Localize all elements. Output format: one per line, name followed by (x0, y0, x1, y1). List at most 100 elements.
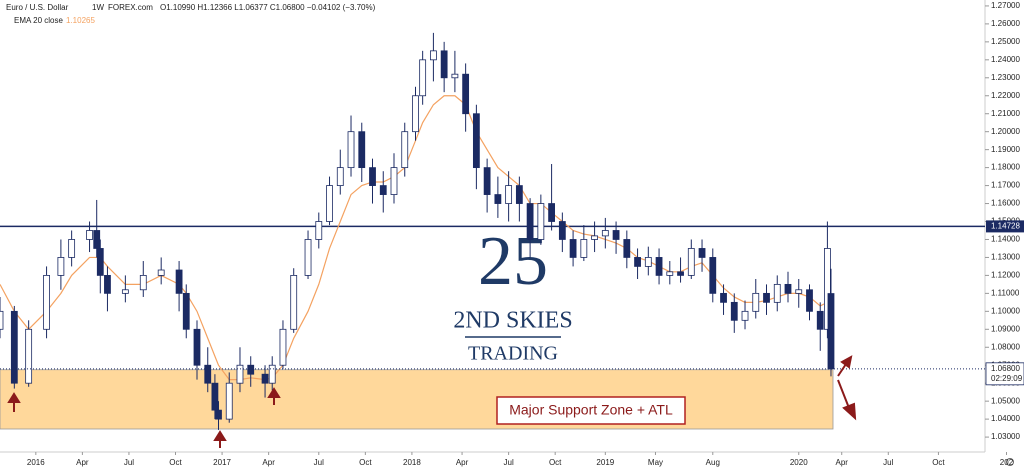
candle-body (157, 269, 165, 276)
candle-body (193, 328, 201, 366)
x-tick-label: 2020 (790, 458, 808, 467)
candle-body (347, 131, 355, 169)
watermark: 25 2ND SKIES TRADING (453, 223, 572, 365)
x-tick-label: Jul (124, 458, 134, 467)
candle-body (763, 292, 770, 303)
candle-body (687, 248, 695, 276)
candle-body (279, 328, 287, 366)
candle-body (505, 185, 513, 204)
candle-body (379, 185, 387, 195)
candle-body (315, 221, 323, 240)
candle-body (558, 221, 566, 240)
candle-body (236, 364, 244, 384)
candle-body (795, 289, 803, 294)
y-tick-label: 1.22000 (991, 91, 1020, 100)
x-tick-label: Apr (456, 458, 469, 467)
interval: 1W (92, 3, 104, 12)
candle-body (824, 248, 831, 330)
arrow (837, 363, 847, 377)
candle-body (623, 239, 631, 258)
candle-body (483, 167, 491, 195)
candle-body (419, 59, 427, 97)
candle-body (390, 167, 398, 195)
candle-body (451, 73, 459, 79)
candle-body (10, 310, 18, 384)
settings-icon[interactable] (1006, 458, 1014, 466)
y-tick-label: 1.09000 (991, 324, 1020, 333)
y-tick-label: 1.19000 (991, 145, 1020, 154)
y-tick-label: 1.17000 (991, 181, 1020, 190)
candle-body (601, 230, 609, 237)
x-tick-label: 2017 (213, 458, 231, 467)
candle-body (666, 271, 674, 276)
y-tick-label: 1.20000 (991, 127, 1020, 136)
candle-body (752, 292, 760, 312)
candle-body (104, 275, 111, 294)
arrow-head (842, 402, 857, 421)
candle-body (806, 289, 813, 312)
candle-body (784, 283, 792, 294)
y-tick-label: 1.25000 (991, 37, 1020, 46)
candle-body (369, 167, 376, 186)
candle-body (698, 248, 706, 258)
x-tick-label: Aug (706, 458, 720, 467)
candle-body (215, 409, 222, 420)
y-tick-label: 1.03000 (991, 432, 1020, 441)
x-tick-label: 2019 (596, 458, 614, 467)
y-tick-label: 1.11000 (991, 288, 1020, 297)
watermark-line2: TRADING (468, 343, 558, 365)
candle-body (121, 289, 129, 294)
ema-name: EMA 20 close (14, 16, 63, 25)
candle-body (569, 239, 577, 258)
arrow-head (7, 392, 21, 403)
candle-body (580, 239, 588, 258)
candle-body (268, 364, 276, 384)
level-label: 1.14728 (991, 222, 1020, 231)
candle-body (472, 113, 480, 169)
x-tick-label: Jul (883, 458, 893, 467)
candle-body (68, 239, 76, 258)
candle-body (548, 203, 555, 222)
candle-body (462, 73, 470, 115)
candle-body (225, 382, 233, 420)
source: FOREX.com (108, 3, 153, 12)
symbol-title: Euro / U.S. Dollar (6, 3, 69, 12)
x-tick-label: Oct (359, 458, 372, 467)
candle-body (96, 248, 104, 276)
level-label-box (986, 220, 1024, 233)
x-tick-label: Oct (549, 458, 562, 467)
x-tick-label: 2018 (403, 458, 421, 467)
marks (0, 32, 985, 430)
countdown: 02:29:09 (991, 374, 1023, 383)
zone-label: Major Support Zone + ATL (509, 402, 673, 418)
candle-body (326, 185, 333, 222)
x-tick-label: Jul (314, 458, 324, 467)
y-tick-label: 1.14000 (991, 235, 1020, 244)
watermark-mark: 25 (478, 223, 548, 300)
x-tick-label: Apr (836, 458, 849, 467)
y-tick-label: 1.05000 (991, 396, 1020, 405)
candle-body (93, 230, 101, 249)
arrows (7, 355, 857, 448)
x-tick-label: Oct (169, 458, 182, 467)
candle-body (175, 269, 183, 294)
candle-body (204, 364, 212, 384)
candle-body (401, 131, 409, 169)
y-tick-label: 1.12000 (991, 271, 1020, 280)
price-label: 1.06800 (991, 364, 1020, 373)
y-tick-label: 1.13000 (991, 253, 1020, 262)
ema-line (0, 95, 832, 381)
candle-body (57, 257, 65, 276)
candle-body (182, 292, 190, 330)
candle-body (429, 50, 437, 61)
candle-body (247, 364, 255, 375)
y-tick-label: 1.24000 (991, 55, 1020, 64)
y-tick-label: 1.21000 (991, 109, 1020, 118)
y-tick-label: 1.27000 (991, 1, 1020, 10)
candle-body (591, 235, 598, 240)
candle-body (537, 203, 545, 240)
candle-body (720, 292, 727, 303)
y-tick-label: 1.04000 (991, 414, 1020, 423)
candle-body (741, 310, 749, 321)
candle-body (827, 293, 835, 370)
